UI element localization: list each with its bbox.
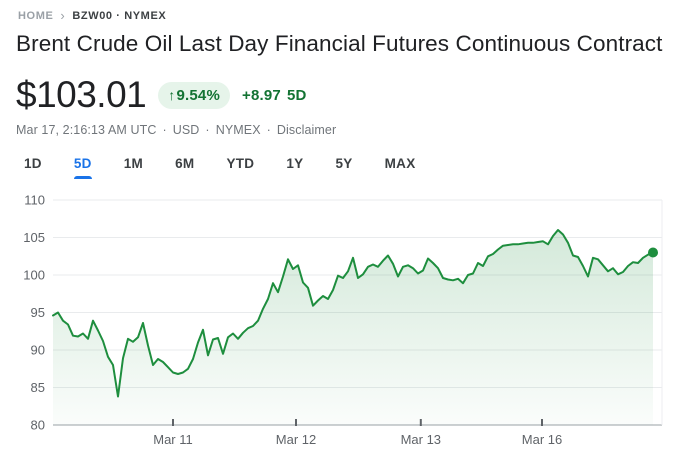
tab-5d[interactable]: 5D [73,152,92,179]
change-period: 5D [286,86,307,104]
chart-section: 80 85 90 95 100 105 110 Mar 11 Mar 12 Mar 13 Mar 1… [0,187,698,460]
quote-timestamp: Mar 17, 2:16:13 AM UTC [16,123,157,137]
y-axis-label: 95 [31,305,45,320]
meta-separator: · [205,123,210,137]
y-axis-label: 100 [23,268,45,283]
x-axis-label: Mar 12 [276,432,316,447]
tab-max[interactable]: MAX [385,152,416,179]
y-axis-label: 80 [31,418,45,433]
disclaimer-link[interactable]: Disclaimer [276,123,337,137]
x-axis-label: Mar 16 [522,432,562,447]
tab-1y[interactable]: 1Y [286,152,303,179]
last-price-dot [648,247,658,258]
time-range-tabs: 1D 5D 1M 6M YTD 1Y 5Y MAX [24,152,698,179]
change-absolute: +8.97 [242,86,281,104]
page-title: Brent Crude Oil Last Day Financial Futur… [16,31,663,56]
quote-meta: Mar 17, 2:16:13 AM UTC · USD · NYMEX · D… [16,123,682,137]
breadcrumb-symbol: BZW00 · NYMEX [72,10,167,22]
change-percent: 9.54% [176,86,220,104]
x-axis-label: Mar 11 [153,432,193,447]
price-line [52,229,654,398]
change-percent-badge: ↑ 9.54% [158,81,230,109]
meta-separator: · [162,123,167,137]
tab-6m[interactable]: 6M [175,152,194,179]
up-arrow-icon: ↑ [168,87,176,103]
quote-currency: USD [172,123,200,137]
breadcrumb-home-link[interactable]: HOME [18,10,54,22]
breadcrumb: HOME › BZW00 · NYMEX [0,0,698,22]
meta-separator: · [266,123,271,137]
tab-1d[interactable]: 1D [24,152,42,179]
price-chart[interactable]: 80 85 90 95 100 105 110 Mar 11 Mar 12 Mar 13 Mar 1… [0,187,698,455]
price-value: $103.01 [16,74,147,115]
tab-1m[interactable]: 1M [124,152,143,179]
breadcrumb-chevron-icon: › [60,8,66,23]
x-axis-label: Mar 13 [401,432,441,447]
tab-ytd[interactable]: YTD [226,152,254,179]
y-axis-label: 90 [31,343,45,358]
y-axis-label: 105 [23,230,45,245]
y-axis-label: 85 [31,380,45,395]
price-row: $103.01 ↑ 9.54% +8.97 5D [16,74,682,116]
change-absolute-group: +8.97 5D [242,87,307,104]
quote-exchange: NYMEX [215,123,261,137]
tab-5y[interactable]: 5Y [335,152,352,179]
y-axis-label: 110 [24,193,45,208]
price-area-fill [53,230,653,425]
